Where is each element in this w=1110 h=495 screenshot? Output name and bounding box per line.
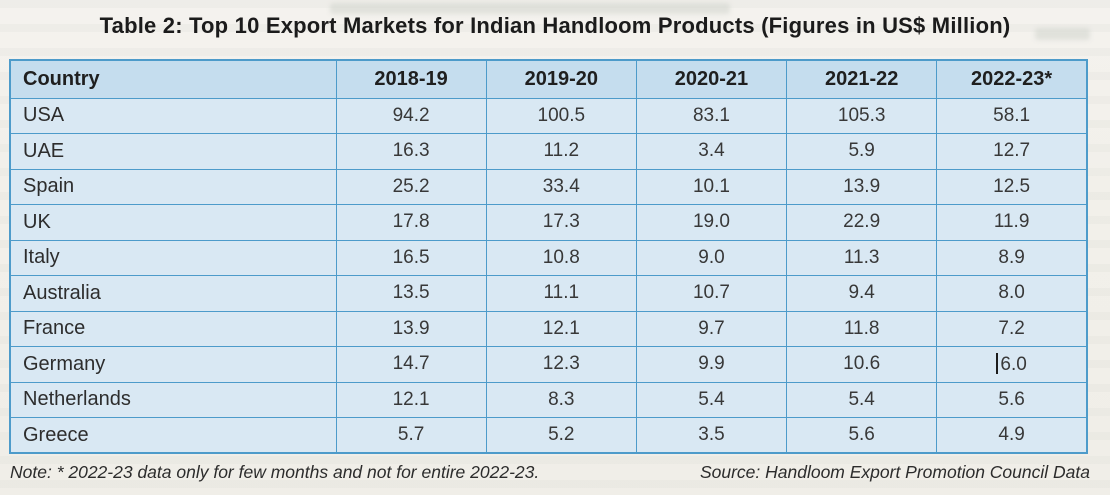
value-cell: 6.0 — [936, 346, 1088, 383]
column-header-year: 2020-21 — [635, 59, 788, 99]
export-markets-table-container: Country 2018-19 2019-20 2020-21 2021-22 2022-… — [9, 59, 1088, 454]
value-cell: 8.3 — [485, 381, 637, 418]
table-row: Greece 5.7 5.2 3.5 5.6 4.9 — [9, 417, 1088, 454]
value-cell: 12.1 — [485, 310, 637, 347]
value-cell: 5.6 — [786, 417, 938, 454]
country-cell: UK — [9, 204, 337, 241]
export-markets-table: Country 2018-19 2019-20 2020-21 2021-22 2022-… — [9, 59, 1088, 454]
column-header-year: 2019-20 — [485, 59, 637, 99]
value-cell: 5.9 — [786, 133, 938, 170]
value-cell: 13.9 — [786, 168, 938, 205]
value-cell: 13.9 — [335, 310, 487, 347]
country-cell: Germany — [9, 346, 337, 383]
value-cell: 10.8 — [485, 239, 637, 276]
value-cell: 13.5 — [335, 275, 487, 312]
table-row: UAE 16.3 11.2 3.4 5.9 12.7 — [9, 133, 1088, 170]
country-cell: Greece — [9, 417, 337, 454]
value-cell: 7.2 — [936, 310, 1088, 347]
value-cell: 4.9 — [936, 417, 1088, 454]
value-cell: 11.1 — [485, 275, 637, 312]
value-cell: 10.7 — [635, 275, 788, 312]
value-cell: 33.4 — [485, 168, 637, 205]
table-row: Germany 14.7 12.3 9.9 10.6 6.0 — [9, 346, 1088, 383]
table-row: Spain 25.2 33.4 10.1 13.9 12.5 — [9, 168, 1088, 205]
value-cell: 105.3 — [786, 97, 938, 134]
country-cell: Netherlands — [9, 381, 337, 418]
column-header-year: 2018-19 — [335, 59, 487, 99]
country-cell: UAE — [9, 133, 337, 170]
table-note: Note: * 2022-23 data only for few months… — [10, 462, 540, 482]
value-cell: 16.5 — [335, 239, 487, 276]
value-cell: 12.3 — [485, 346, 637, 383]
value-cell: 17.3 — [485, 204, 637, 241]
country-cell: Italy — [9, 239, 337, 276]
value-cell: 5.6 — [936, 381, 1088, 418]
value-cell: 16.3 — [335, 133, 487, 170]
value-cell: 9.0 — [635, 239, 788, 276]
table-row: USA 94.2 100.5 83.1 105.3 58.1 — [9, 97, 1088, 134]
country-cell: Spain — [9, 168, 337, 205]
value-cell: 10.6 — [786, 346, 938, 383]
table-row: UK 17.8 17.3 19.0 22.9 11.9 — [9, 204, 1088, 241]
value-cell: 19.0 — [635, 204, 788, 241]
column-header-country: Country — [9, 59, 337, 99]
value-cell: 9.9 — [635, 346, 788, 383]
value-cell: 100.5 — [485, 97, 637, 134]
value-cell: 9.4 — [786, 275, 938, 312]
table-row: Italy 16.5 10.8 9.0 11.3 8.9 — [9, 239, 1088, 276]
table-source: Source: Handloom Export Promotion Counci… — [699, 462, 1090, 482]
value-cell: 11.2 — [485, 133, 637, 170]
value-cell: 12.7 — [936, 133, 1088, 170]
page-title: Table 2: Top 10 Export Markets for India… — [99, 13, 1011, 38]
value-cell: 58.1 — [936, 97, 1088, 134]
country-cell: France — [9, 310, 337, 347]
value-cell: 14.7 — [335, 346, 487, 383]
value-cell: 5.2 — [485, 417, 637, 454]
value-cell: 8.9 — [936, 239, 1088, 276]
scan-ghost-text — [1035, 28, 1090, 40]
column-header-year: 2022-23* — [936, 59, 1088, 99]
value-cell: 8.0 — [936, 275, 1088, 312]
value-cell: 22.9 — [786, 204, 938, 241]
country-cell: USA — [9, 97, 337, 134]
value-cell: 9.7 — [635, 310, 788, 347]
table-body: USA 94.2 100.5 83.1 105.3 58.1 UAE 16.3 11.2 3.4 5… — [9, 97, 1088, 454]
value-cell: 83.1 — [635, 97, 788, 134]
value-cell: 3.4 — [635, 133, 788, 170]
value-cell: 94.2 — [335, 97, 487, 134]
scan-ghost-text — [330, 3, 730, 14]
value-cell: 12.5 — [936, 168, 1088, 205]
value-cell: 25.2 — [335, 168, 487, 205]
value-cell: 10.1 — [635, 168, 788, 205]
value-cell: 11.9 — [936, 204, 1088, 241]
table-row: France 13.9 12.1 9.7 11.8 7.2 — [9, 310, 1088, 347]
column-header-year: 2021-22 — [786, 59, 938, 99]
value-cell: 11.3 — [786, 239, 938, 276]
country-cell: Australia — [9, 275, 337, 312]
value-cell: 3.5 — [635, 417, 788, 454]
value-cell: 5.7 — [335, 417, 487, 454]
table-header-row: Country 2018-19 2019-20 2020-21 2021-22 2022-… — [9, 59, 1088, 99]
table-row: Australia 13.5 11.1 10.7 9.4 8.0 — [9, 275, 1088, 312]
value-cell: 17.8 — [335, 204, 487, 241]
value-cell: 5.4 — [635, 381, 788, 418]
value-cell: 12.1 — [335, 381, 487, 418]
value-cell: 11.8 — [786, 310, 938, 347]
table-row: Netherlands 12.1 8.3 5.4 5.4 5.6 — [9, 381, 1088, 418]
value-cell: 5.4 — [786, 381, 938, 418]
